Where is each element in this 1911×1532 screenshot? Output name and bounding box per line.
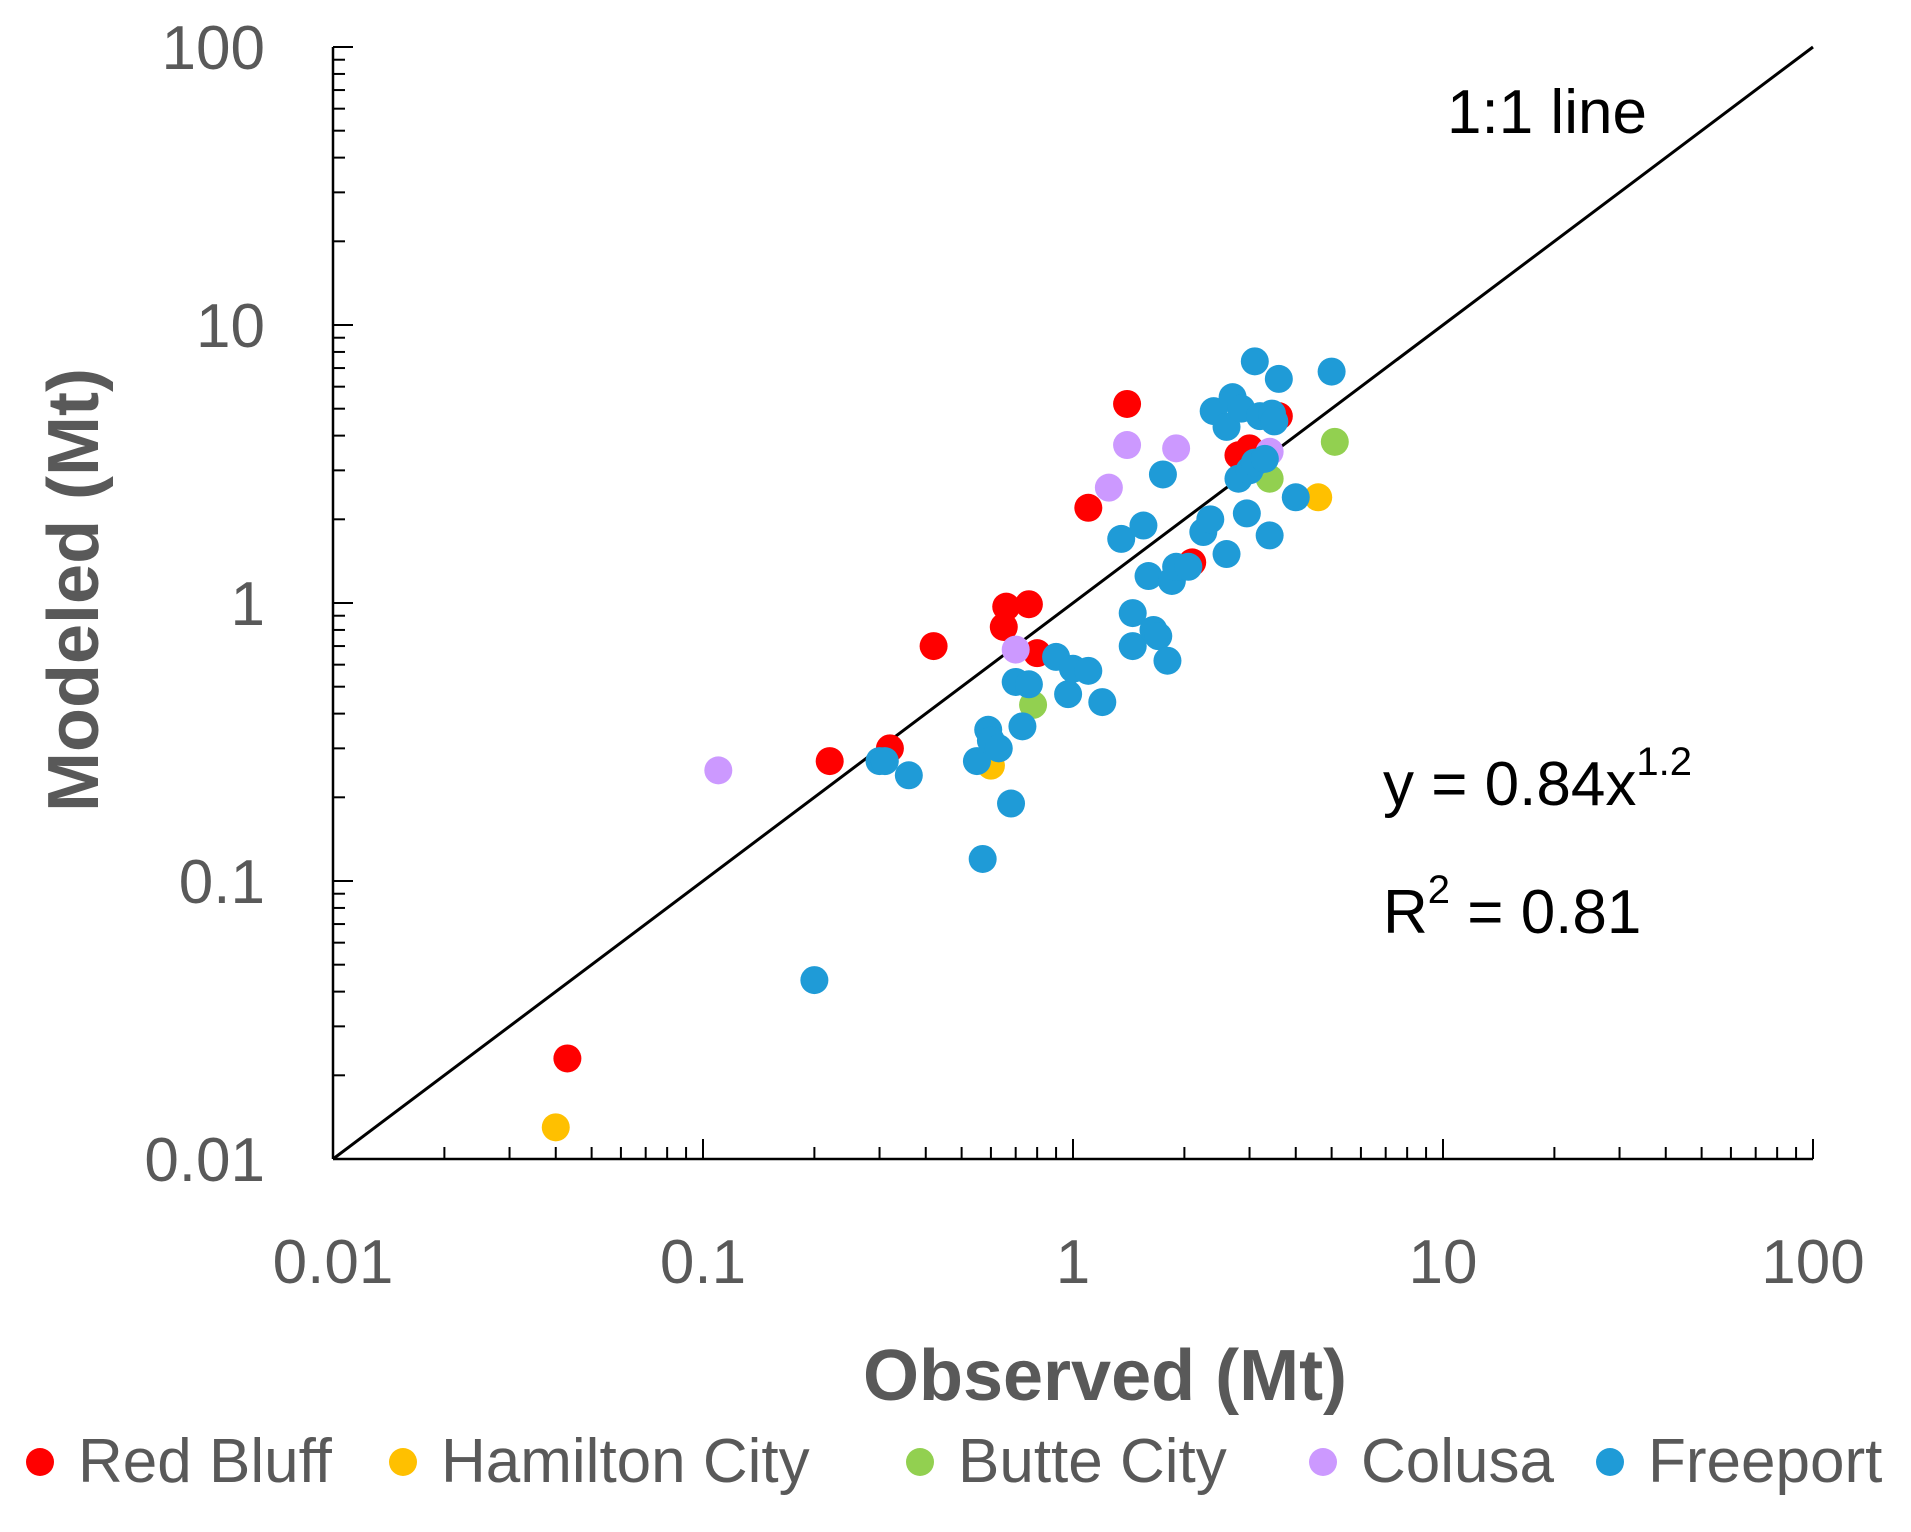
data-point [992,592,1021,621]
legend-marker [1309,1448,1337,1476]
data-point [1212,540,1241,569]
legend-marker [906,1448,934,1476]
data-point [1118,599,1147,628]
data-point [1008,712,1037,741]
legend-item: Red Bluff [26,1427,333,1496]
data-point [1232,499,1261,528]
r-squared-exponent: 2 [1428,868,1450,912]
legend-label: Butte City [958,1427,1227,1496]
one-to-one-line-label: 1:1 line [1447,78,1647,147]
data-point [1148,460,1177,489]
data-point [1074,656,1103,685]
data-point [919,632,948,661]
data-point [1320,427,1349,456]
data-point [1118,632,1147,661]
data-point [997,789,1026,818]
equation-annotation: y = 0.84x1.2 [1383,740,1692,819]
reference-line-group [332,45,1814,1161]
data-point [553,1044,582,1073]
equation-base: y = 0.84x [1383,750,1636,819]
legend-item: Butte City [906,1427,1227,1496]
series-colusa [704,431,1284,785]
data-point [1196,505,1225,534]
legend-item: Hamilton City [389,1427,810,1496]
x-tick-labels: 0.01 0.1 1 10 100 [273,1228,1865,1297]
legend-marker [26,1448,54,1476]
r-squared-base: R [1383,878,1428,947]
legend-label: Colusa [1361,1427,1555,1496]
data-point [870,747,899,776]
data-point [1107,524,1136,553]
x-tick-label: 1 [1056,1228,1090,1297]
y-tick-label: 0.1 [179,848,265,917]
legend-label: Hamilton City [441,1427,810,1496]
data-point [1113,431,1142,460]
data-point [1001,635,1030,664]
data-point [1014,670,1043,699]
axes [331,46,1814,1161]
legend-item: Freeport [1596,1427,1882,1496]
x-axis-title: Observed (Mt) [863,1336,1347,1416]
legend-marker [1596,1448,1624,1476]
data-point [1054,680,1083,709]
y-tick-label: 100 [162,14,265,83]
x-tick-label: 0.1 [660,1228,746,1297]
series-red-bluff [553,389,1293,1073]
data-point [989,612,1018,641]
data-point [1260,407,1289,436]
data-point [541,1113,570,1142]
data-point [815,747,844,776]
x-tick-label: 10 [1409,1228,1478,1297]
data-point [1162,434,1191,463]
data-point [1174,552,1203,581]
data-point [1014,590,1043,619]
equation-exponent: 1.2 [1636,740,1692,784]
data-point [704,756,733,785]
data-point [1074,493,1103,522]
y-axis-title: Modeled (Mt) [34,368,114,812]
y-tick-label: 10 [196,292,265,361]
data-point [1250,444,1279,473]
data-point [1281,483,1310,512]
series-freeport [800,347,1346,995]
data-point [1134,562,1163,591]
data-point [1094,473,1123,502]
data-point [1255,521,1284,550]
data-point [1317,357,1346,386]
data-point [1129,511,1158,540]
data-point [1264,364,1293,393]
data-point [1304,483,1333,512]
x-tick-label: 0.01 [273,1228,394,1297]
y-tick-label: 1 [231,570,265,639]
data-point [984,734,1013,763]
data-point [894,761,923,790]
data-point [1240,347,1269,376]
data-points [541,347,1349,1142]
series-hamilton-city [541,483,1333,1142]
y-tick-label: 0.01 [144,1126,265,1195]
legend-label: Red Bluff [78,1427,333,1496]
y-tick-labels: 0.01 0.1 1 10 100 [144,14,265,1195]
data-point [968,844,997,873]
data-point [800,966,829,995]
data-point [1144,622,1173,651]
legend-item: Colusa [1309,1427,1555,1496]
r-squared-annotation: R2 = 0.81 [1383,868,1641,947]
legend: Red Bluff Hamilton City Butte City Colusa Fr… [26,1427,1882,1496]
data-point [1153,646,1182,675]
data-point [1113,389,1142,418]
data-point [962,747,991,776]
r-squared-value: = 0.81 [1450,878,1641,947]
legend-label: Freeport [1648,1427,1882,1496]
x-tick-label: 100 [1761,1228,1864,1297]
legend-marker [389,1448,417,1476]
one-to-one-line [332,45,1814,1161]
data-point [1088,688,1117,717]
